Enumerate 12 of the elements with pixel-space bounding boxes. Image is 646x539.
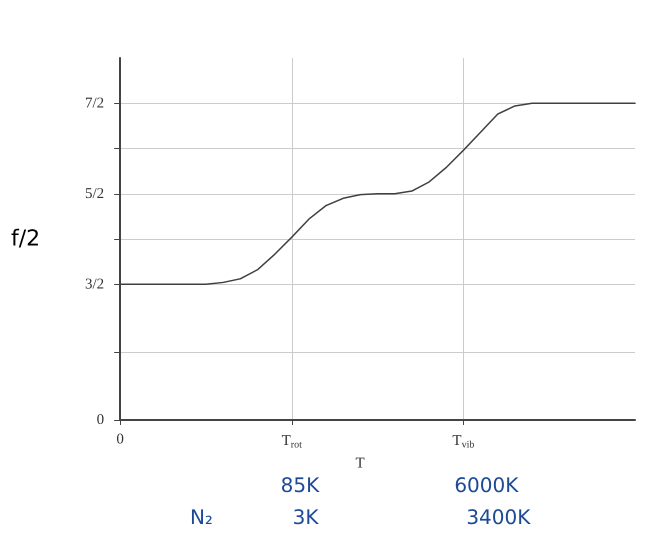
text: 6000K xyxy=(454,473,520,497)
text: 85K xyxy=(280,473,320,497)
y-axis-title: f/2 xyxy=(11,226,40,252)
y-tick-label: 3/2 xyxy=(84,276,104,292)
text: 3400K xyxy=(466,505,532,529)
text: N₂ xyxy=(190,505,213,529)
text: 3K xyxy=(292,505,320,529)
x-tick-label: 0 xyxy=(116,432,124,448)
y-tick-label: 0 xyxy=(96,412,104,428)
y-tick-label: 5/2 xyxy=(84,186,104,202)
x-axis-title: T xyxy=(355,456,365,472)
y-tick-label: 7/2 xyxy=(84,95,104,112)
